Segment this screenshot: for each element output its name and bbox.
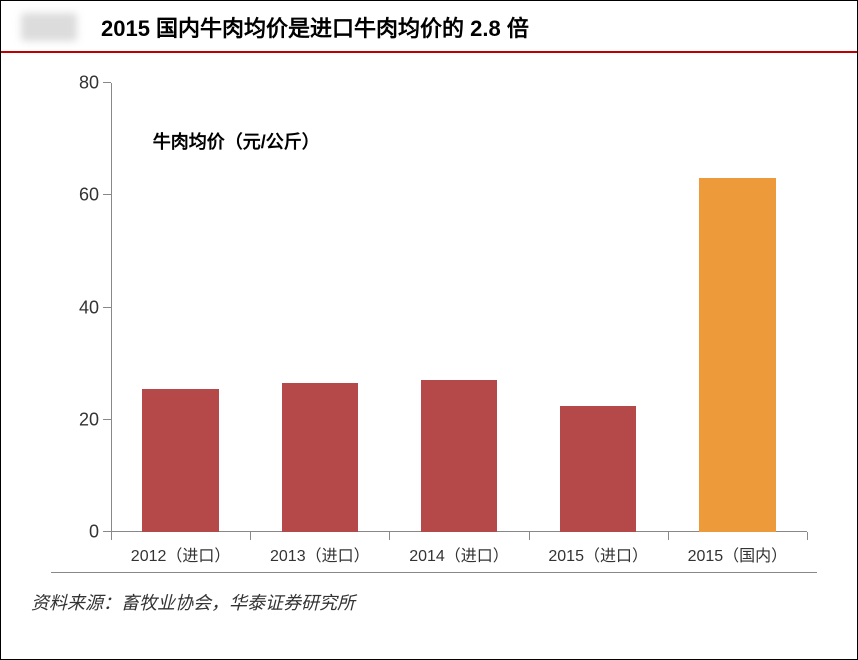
bar bbox=[560, 406, 637, 532]
header: 2015 国内牛肉均价是进口牛肉均价的 2.8 倍 bbox=[1, 1, 857, 53]
plot-region: 牛肉均价（元/公斤） 0204060802012（进口）2013（进口）2014… bbox=[111, 83, 807, 532]
report-card: 2015 国内牛肉均价是进口牛肉均价的 2.8 倍 牛肉均价（元/公斤） 0 20… bbox=[0, 0, 858, 660]
x-tick bbox=[250, 532, 251, 540]
bar bbox=[699, 178, 776, 532]
y-axis bbox=[111, 83, 112, 532]
x-tick bbox=[668, 532, 669, 540]
x-tick-label: 2015（国内） bbox=[688, 532, 788, 566]
y-tick-label: 20 bbox=[79, 409, 111, 430]
y-tick-label: 0 bbox=[89, 522, 111, 543]
x-tick-label: 2012（进口） bbox=[131, 532, 231, 566]
y-tick-label: 80 bbox=[79, 73, 111, 94]
x-tick bbox=[111, 532, 112, 540]
x-tick-label: 2013（进口） bbox=[270, 532, 370, 566]
x-tick bbox=[529, 532, 530, 540]
y-tick-label: 60 bbox=[79, 185, 111, 206]
x-tick-label: 2014（进口） bbox=[409, 532, 509, 566]
series-label: 牛肉均价（元/公斤） bbox=[153, 128, 320, 154]
bar bbox=[421, 380, 498, 532]
chart-area: 牛肉均价（元/公斤） 0 20 40 60 80 2012（进口） 2013（进口） 2014… bbox=[51, 73, 817, 573]
x-tick bbox=[807, 532, 808, 540]
logo-blur bbox=[21, 13, 77, 41]
source-text: 资料来源：畜牧业协会，华泰证券研究所 bbox=[1, 583, 857, 621]
y-tick-label: 40 bbox=[79, 297, 111, 318]
x-tick-label: 2015（进口） bbox=[548, 532, 648, 566]
x-tick bbox=[389, 532, 390, 540]
bar bbox=[282, 383, 359, 532]
bar bbox=[142, 389, 219, 532]
chart-title: 2015 国内牛肉均价是进口牛肉均价的 2.8 倍 bbox=[101, 11, 529, 43]
